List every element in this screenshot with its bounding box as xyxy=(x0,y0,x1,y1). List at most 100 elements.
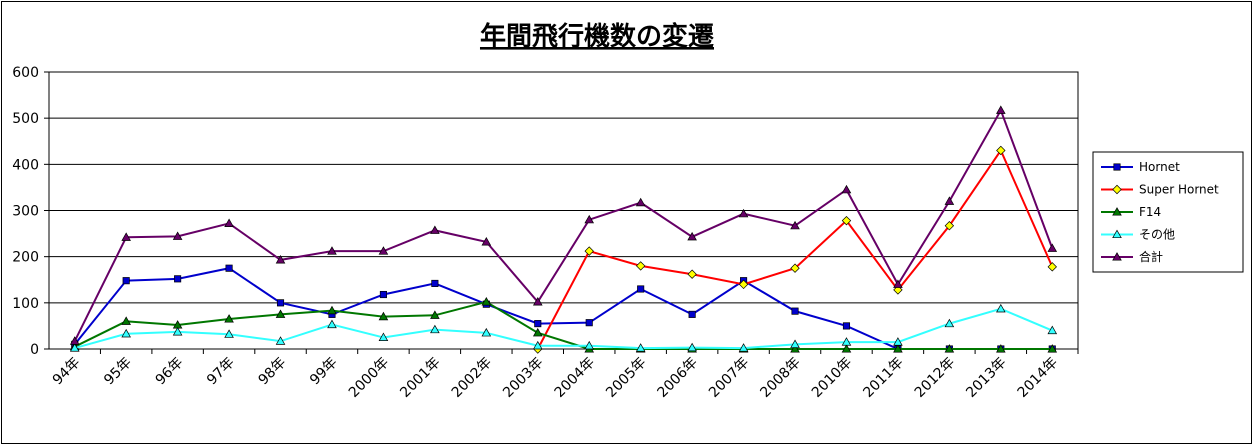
series-1-point xyxy=(584,246,594,256)
series-1-point xyxy=(841,215,852,226)
x-tick-label: 95年 xyxy=(101,355,135,389)
series-3-point xyxy=(327,319,337,329)
legend-entry: 合計 xyxy=(1101,249,1163,264)
y-tick-label: 400 xyxy=(12,157,39,173)
series-3-point xyxy=(944,318,955,328)
series-3-point xyxy=(224,329,234,338)
series-1-point xyxy=(635,261,646,271)
series-4-point xyxy=(1047,243,1058,252)
series-4-point xyxy=(378,246,389,255)
series-2-point xyxy=(430,310,440,319)
x-tick-label: 2005年 xyxy=(603,355,649,401)
x-tick-label: 2010年 xyxy=(809,355,855,401)
x-tick-label: 2012年 xyxy=(912,355,958,401)
series-2-point xyxy=(790,344,800,353)
legend-swatch-marker xyxy=(1113,163,1121,171)
x-tick-label: 96年 xyxy=(153,355,187,389)
y-tick-label: 100 xyxy=(12,296,39,312)
series-3-line xyxy=(74,307,1053,350)
series-2-point xyxy=(378,311,389,321)
x-tick-label: 2011年 xyxy=(860,355,906,401)
series-4-point xyxy=(996,105,1006,114)
legend-label: Hornet xyxy=(1139,160,1180,174)
series-2-point xyxy=(224,314,234,323)
series-1-point xyxy=(738,279,749,290)
series-0-point xyxy=(379,290,387,299)
series-0-point xyxy=(842,322,851,330)
legend-entry: F14 xyxy=(1101,205,1161,219)
x-tick-label: 2002年 xyxy=(449,355,495,401)
series-2-line xyxy=(74,300,1053,350)
x-tick-label: 99年 xyxy=(307,355,341,389)
x-tick-label: 2007年 xyxy=(706,355,752,401)
series-4-point xyxy=(738,208,749,218)
series-3-point xyxy=(378,332,389,342)
series-3-point xyxy=(172,327,183,336)
series-3-point xyxy=(635,343,646,352)
series-4-point xyxy=(790,220,800,230)
legend-swatch-marker xyxy=(1112,229,1122,239)
legend-label: 合計 xyxy=(1139,249,1163,264)
series-3-point xyxy=(687,342,697,352)
series-3-point xyxy=(69,343,80,352)
series-1 xyxy=(533,145,1057,354)
series-4-point xyxy=(275,254,286,264)
series-2-point xyxy=(275,309,286,318)
series-0-point xyxy=(174,275,182,283)
series-4-point xyxy=(327,246,337,255)
x-tick-label: 98年 xyxy=(256,355,290,389)
x-tick-label: 2001年 xyxy=(397,355,443,401)
series-4-point xyxy=(841,184,852,194)
series-1-point xyxy=(893,285,903,295)
y-tick-label: 200 xyxy=(12,250,39,266)
series-3-point xyxy=(996,303,1006,313)
series-3-point xyxy=(275,336,286,345)
series-0-point xyxy=(637,285,645,293)
series-0-point xyxy=(276,299,285,307)
legend-swatch-marker xyxy=(1112,252,1122,261)
series-2-point xyxy=(996,344,1006,353)
legend-label: その他 xyxy=(1139,228,1175,242)
series-2-point xyxy=(893,344,903,353)
series-0-point xyxy=(122,277,130,285)
series-4-point xyxy=(944,196,955,205)
x-tick-label: 2000年 xyxy=(346,355,392,401)
series-2-point xyxy=(481,297,492,306)
y-tick-label: 600 xyxy=(12,65,39,81)
y-tick-label: 0 xyxy=(30,342,39,358)
series-0-line xyxy=(73,267,1053,350)
x-tick-label: 2014年 xyxy=(1015,355,1061,401)
series-2-point xyxy=(532,327,543,337)
series-4-point xyxy=(69,336,80,345)
series-4-point xyxy=(635,197,646,207)
series-2-point xyxy=(841,344,852,353)
x-tick-label: 2013年 xyxy=(963,355,1009,401)
x-tick-label: 2006年 xyxy=(655,355,701,401)
legend-entry: Hornet xyxy=(1101,160,1180,174)
series-4-point xyxy=(172,231,183,240)
x-tick-label: 2004年 xyxy=(552,355,598,401)
series-4-point xyxy=(121,232,131,241)
series-4-point xyxy=(893,279,903,288)
y-tick-label: 500 xyxy=(12,111,39,127)
series-0-point xyxy=(225,264,233,272)
series-4-point xyxy=(532,297,543,306)
series-3-point xyxy=(790,339,800,348)
series-1-point xyxy=(944,221,955,231)
series-2-point xyxy=(944,344,955,353)
series-4-point xyxy=(224,218,234,227)
legend-swatch-marker xyxy=(1112,207,1122,216)
series-2-point xyxy=(327,305,337,315)
series-4-point xyxy=(481,236,492,246)
series-3-point xyxy=(532,340,543,350)
series-4-line xyxy=(73,107,1054,342)
series-3 xyxy=(69,303,1058,352)
series-3-point xyxy=(430,324,440,334)
chart-title: 年間飛行機数の変遷 xyxy=(480,21,714,52)
series-0-point xyxy=(585,319,593,327)
series-0-point xyxy=(534,320,542,328)
series-1-point xyxy=(790,263,800,273)
